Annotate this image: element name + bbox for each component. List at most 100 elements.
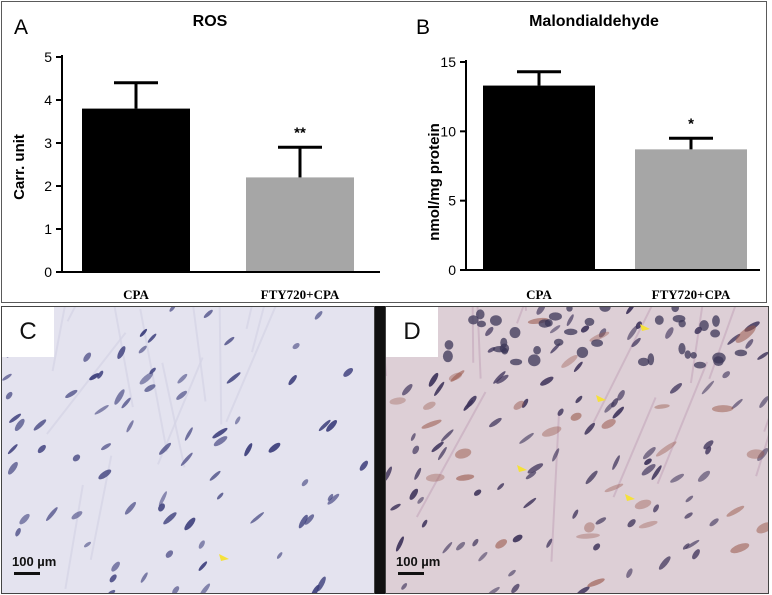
- nucleus: [386, 466, 392, 482]
- brown-stain: [711, 405, 734, 413]
- nucleus: [591, 339, 604, 347]
- nucleus: [692, 549, 700, 560]
- nucleus: [159, 442, 172, 455]
- nucleus: [493, 371, 506, 384]
- nucleus: [412, 445, 420, 455]
- nucleus: [8, 461, 18, 475]
- y-axis-label-ros: Carr. unit: [11, 134, 28, 200]
- nucleus: [97, 370, 104, 379]
- brown-stain: [450, 370, 465, 382]
- nucleus: [111, 561, 120, 572]
- bar-mda-2: [635, 149, 747, 270]
- nucleus: [472, 538, 479, 547]
- nucleus: [627, 325, 638, 340]
- nucleus: [417, 496, 424, 504]
- brown-stain: [730, 543, 750, 554]
- nucleus: [343, 368, 354, 377]
- nucleus: [584, 422, 595, 435]
- nucleus: [401, 583, 408, 590]
- nucleus: [731, 398, 743, 410]
- nucleus: [184, 427, 193, 441]
- micrograph-c-letter: C: [2, 307, 54, 357]
- micrograph-d: D 100 µm: [385, 306, 769, 594]
- nucleus: [298, 514, 308, 529]
- brown-stain: [576, 533, 600, 539]
- nucleus: [327, 493, 340, 505]
- nucleus: [5, 391, 13, 400]
- nucleus: [114, 389, 125, 405]
- nucleus: [598, 328, 607, 338]
- nucleus: [745, 339, 754, 349]
- brown-stain: [589, 331, 610, 342]
- nucleus: [158, 491, 167, 507]
- nucleus: [318, 419, 331, 432]
- fiber-streak: [251, 307, 265, 353]
- nucleus: [699, 320, 709, 331]
- nucleus: [653, 504, 659, 513]
- yellow-arrow-icon: [219, 554, 229, 561]
- nucleus: [599, 307, 611, 312]
- y-tick-label-ros-2: 2: [44, 178, 52, 194]
- panel-divider: [375, 306, 385, 594]
- nucleus: [576, 586, 590, 593]
- fiber-streak: [656, 361, 709, 485]
- brown-stain: [495, 539, 508, 549]
- nucleus: [94, 405, 109, 415]
- nucleus: [177, 373, 188, 384]
- panel-letter-mda: B: [416, 16, 430, 39]
- y-axis-label-mda: nmol/mg protein: [426, 123, 443, 241]
- nucleus: [644, 458, 652, 466]
- nucleus: [442, 350, 453, 363]
- nucleus: [519, 432, 534, 444]
- significance-label-ros-2: **: [294, 124, 306, 141]
- nucleus: [546, 538, 553, 548]
- fiber-streak: [51, 307, 66, 372]
- brown-stain: [425, 473, 445, 482]
- nucleus: [126, 420, 134, 433]
- brown-stain: [561, 355, 578, 368]
- nucleus: [402, 384, 413, 396]
- nucleus: [566, 307, 573, 312]
- nucleus: [501, 347, 509, 355]
- fiber-streak: [113, 307, 134, 408]
- nucleus: [487, 586, 500, 593]
- nucleus: [359, 460, 369, 471]
- nucleus: [511, 583, 520, 593]
- brown-stain: [654, 404, 670, 409]
- nucleus: [304, 514, 315, 525]
- nucleus: [478, 551, 488, 562]
- nucleus: [533, 345, 541, 355]
- y-tick-label-ros-1: 1: [44, 221, 52, 237]
- brown-stain: [655, 441, 677, 457]
- nucleus: [678, 343, 686, 355]
- nucleus: [525, 471, 537, 480]
- nucleus: [701, 380, 715, 395]
- chart-title-ros: ROS: [193, 13, 228, 30]
- nucleus: [713, 356, 724, 367]
- y-tick-label-ros-4: 4: [44, 92, 52, 108]
- nucleus: [710, 329, 721, 338]
- nucleus: [149, 367, 156, 374]
- nucleus: [612, 455, 620, 470]
- fiber-streak: [192, 307, 207, 402]
- nucleus: [409, 488, 419, 500]
- nucleus: [390, 503, 401, 511]
- nucleus: [685, 495, 694, 503]
- nucleus: [672, 314, 686, 323]
- nucleus: [593, 543, 601, 551]
- nucleus: [203, 309, 213, 318]
- nucleus: [9, 413, 22, 423]
- fiber-streak: [471, 307, 475, 363]
- nucleus: [642, 446, 656, 460]
- category-label-ros-1: CPA: [123, 287, 149, 302]
- nucleus: [172, 586, 180, 593]
- category-label-ros-2: FTY720+CPA: [261, 287, 340, 302]
- micrograph-d-image: [386, 307, 768, 593]
- nucleus: [485, 326, 494, 337]
- nucleus: [757, 448, 768, 461]
- yellow-arrow-icon: [640, 324, 650, 331]
- nucleus: [244, 443, 253, 457]
- brown-stain: [638, 520, 658, 529]
- nucleus: [468, 315, 479, 325]
- nucleus: [147, 333, 157, 343]
